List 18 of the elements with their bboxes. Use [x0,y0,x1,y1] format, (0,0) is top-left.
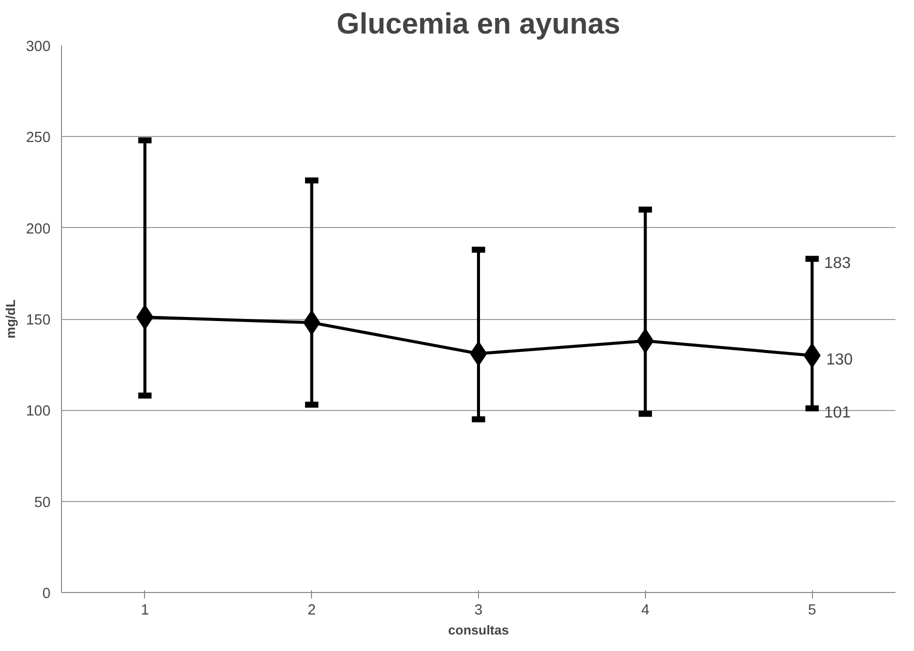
y-axis-title: mg/dL [3,299,18,338]
y-tick-label: 100 [26,404,51,420]
x-tick-label: 5 [808,602,816,618]
annotation: 101 [824,404,851,422]
y-tick-label: 50 [34,494,51,511]
x-axis-title: consultas [448,622,509,638]
annotation: 183 [824,254,851,272]
chart-title: Glucemia en ayunas [336,8,620,40]
y-tick-label: 0 [42,586,51,602]
x-tick-label: 4 [641,602,650,618]
x-tick-label: 2 [308,602,316,618]
y-tick-label: 300 [26,39,51,55]
y-tick-label: 150 [26,312,51,328]
y-tick-label: 250 [26,130,51,146]
data-label: 130 [826,351,853,368]
y-tick-label: 200 [26,221,51,238]
x-tick-label: 3 [474,602,483,618]
x-tick-label: 1 [140,602,149,618]
